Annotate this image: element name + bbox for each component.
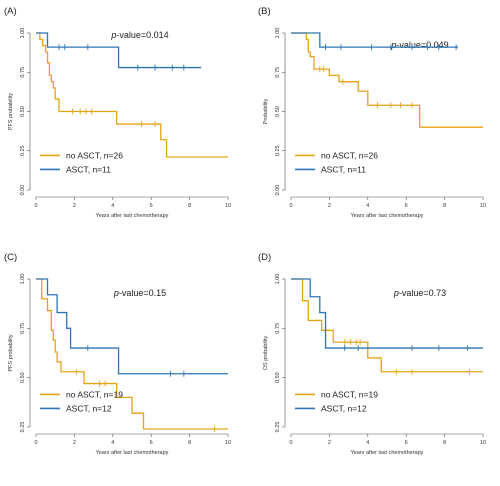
x-tick-label: 10 xyxy=(225,440,231,446)
p-value-symbol: p xyxy=(110,30,116,40)
x-axis-title: Years after last chemotherapy xyxy=(351,213,424,219)
p-value-text: -value=0.014 xyxy=(116,30,168,40)
y-axis-title: Probability xyxy=(263,98,269,124)
panel-label: (D) xyxy=(258,252,271,263)
y-tick-label: 1.00 xyxy=(20,274,26,285)
km-curve-asct xyxy=(291,278,483,349)
x-tick-label: 10 xyxy=(480,440,486,446)
x-tick-label: 10 xyxy=(480,203,486,209)
x-tick-label: 0 xyxy=(289,203,292,209)
x-tick-label: 0 xyxy=(34,440,37,446)
legend-entry: no ASCT, n=19 xyxy=(321,389,378,399)
y-tick-label: 0.25 xyxy=(20,422,26,433)
y-tick-label: 0.50 xyxy=(275,372,281,383)
y-tick-label: 1.00 xyxy=(20,28,26,39)
x-tick-label: 6 xyxy=(405,440,408,446)
y-tick-label: 0.50 xyxy=(275,106,281,117)
y-axis-title: PFS probability xyxy=(8,93,14,131)
x-axis-title: Years after last chemotherapy xyxy=(351,450,424,456)
y-tick-label: 0.00 xyxy=(20,185,26,196)
y-tick-label: 0.75 xyxy=(20,323,26,334)
x-tick-label: 8 xyxy=(188,203,191,209)
x-tick-label: 4 xyxy=(111,440,114,446)
y-tick-label: 0.25 xyxy=(275,145,281,156)
x-tick-label: 4 xyxy=(366,440,369,446)
x-tick-label: 2 xyxy=(73,440,76,446)
legend-entry: ASCT, n=12 xyxy=(66,403,112,413)
x-tick-label: 6 xyxy=(150,440,153,446)
x-tick-label: 2 xyxy=(328,440,331,446)
y-tick-label: 0.25 xyxy=(275,422,281,433)
km-curve-asct xyxy=(36,32,202,69)
x-axis-title: Years after last chemotherapy xyxy=(96,450,169,456)
p-value-label: p-value=0.73 xyxy=(393,288,446,298)
p-value-label: p-value=0.15 xyxy=(113,288,166,298)
p-value-label: p-value=0.014 xyxy=(110,30,168,40)
y-axis-title: PFS probability xyxy=(8,334,14,372)
x-tick-label: 0 xyxy=(34,203,37,209)
p-value-text: -value=0.73 xyxy=(399,288,446,298)
y-tick-label: 0.50 xyxy=(20,372,26,383)
km-curve-no-asct xyxy=(291,278,483,373)
x-tick-label: 8 xyxy=(188,440,191,446)
legend-entry: no ASCT, n=26 xyxy=(321,150,378,160)
km-curve-no-asct xyxy=(291,32,483,128)
x-tick-label: 0 xyxy=(289,440,292,446)
x-tick-label: 2 xyxy=(73,203,76,209)
km-panel-1: (A) 0.00 0.25 0.50 0.75 1.00 0 2 4 6 8 10 Years afte… xyxy=(4,6,231,219)
y-tick-label: 0.75 xyxy=(275,323,281,334)
x-tick-label: 4 xyxy=(111,203,114,209)
x-tick-label: 6 xyxy=(150,203,153,209)
x-tick-label: 8 xyxy=(443,440,446,446)
y-tick-label: 1.00 xyxy=(275,274,281,285)
legend-entry: ASCT, n=11 xyxy=(321,164,366,174)
p-value-symbol: p xyxy=(390,40,396,50)
y-tick-label: 0.75 xyxy=(20,67,26,78)
p-value-text: -value=0.15 xyxy=(119,288,166,298)
legend-entry: ASCT, n=12 xyxy=(321,403,367,413)
x-tick-label: 4 xyxy=(366,203,369,209)
km-panel-4: (D) 0.25 0.50 0.75 1.00 0 2 4 6 8 10 Years after la… xyxy=(258,252,486,456)
p-value-symbol: p xyxy=(113,288,119,298)
y-tick-label: 0.50 xyxy=(20,106,26,117)
y-axis-title: OS probability xyxy=(263,335,269,370)
y-tick-label: 0.75 xyxy=(275,67,281,78)
panel-label: (C) xyxy=(4,252,17,263)
legend-entry: no ASCT, n=26 xyxy=(66,150,123,160)
x-tick-label: 6 xyxy=(405,203,408,209)
x-axis-title: Years after last chemotherapy xyxy=(96,213,169,219)
y-tick-label: 0.25 xyxy=(20,145,26,156)
km-curve-no-asct xyxy=(36,278,228,430)
legend-entry: no ASCT, n=19 xyxy=(66,389,123,399)
panel-label: (A) xyxy=(4,6,17,17)
legend-entry: ASCT, n=11 xyxy=(66,164,111,174)
panel-label: (B) xyxy=(258,6,271,17)
x-tick-label: 10 xyxy=(225,203,231,209)
x-tick-label: 8 xyxy=(443,203,446,209)
y-tick-label: 0.00 xyxy=(275,185,281,196)
km-curve-asct xyxy=(291,32,459,48)
x-tick-label: 2 xyxy=(328,203,331,209)
p-value-symbol: p xyxy=(393,288,399,298)
km-curve-no-asct xyxy=(36,32,228,158)
km-panel-2: (B) 0.00 0.25 0.50 0.75 1.00 0 2 4 6 8 10 Years afte… xyxy=(258,6,486,219)
p-value-text: -value=0.049 xyxy=(396,40,448,50)
km-panel-3: (C) 0.25 0.50 0.75 1.00 0 2 4 6 8 10 Years after la… xyxy=(4,252,231,456)
y-tick-label: 1.00 xyxy=(275,28,281,39)
p-value-label: p-value=0.049 xyxy=(390,40,448,50)
km-curve-asct xyxy=(36,278,228,375)
